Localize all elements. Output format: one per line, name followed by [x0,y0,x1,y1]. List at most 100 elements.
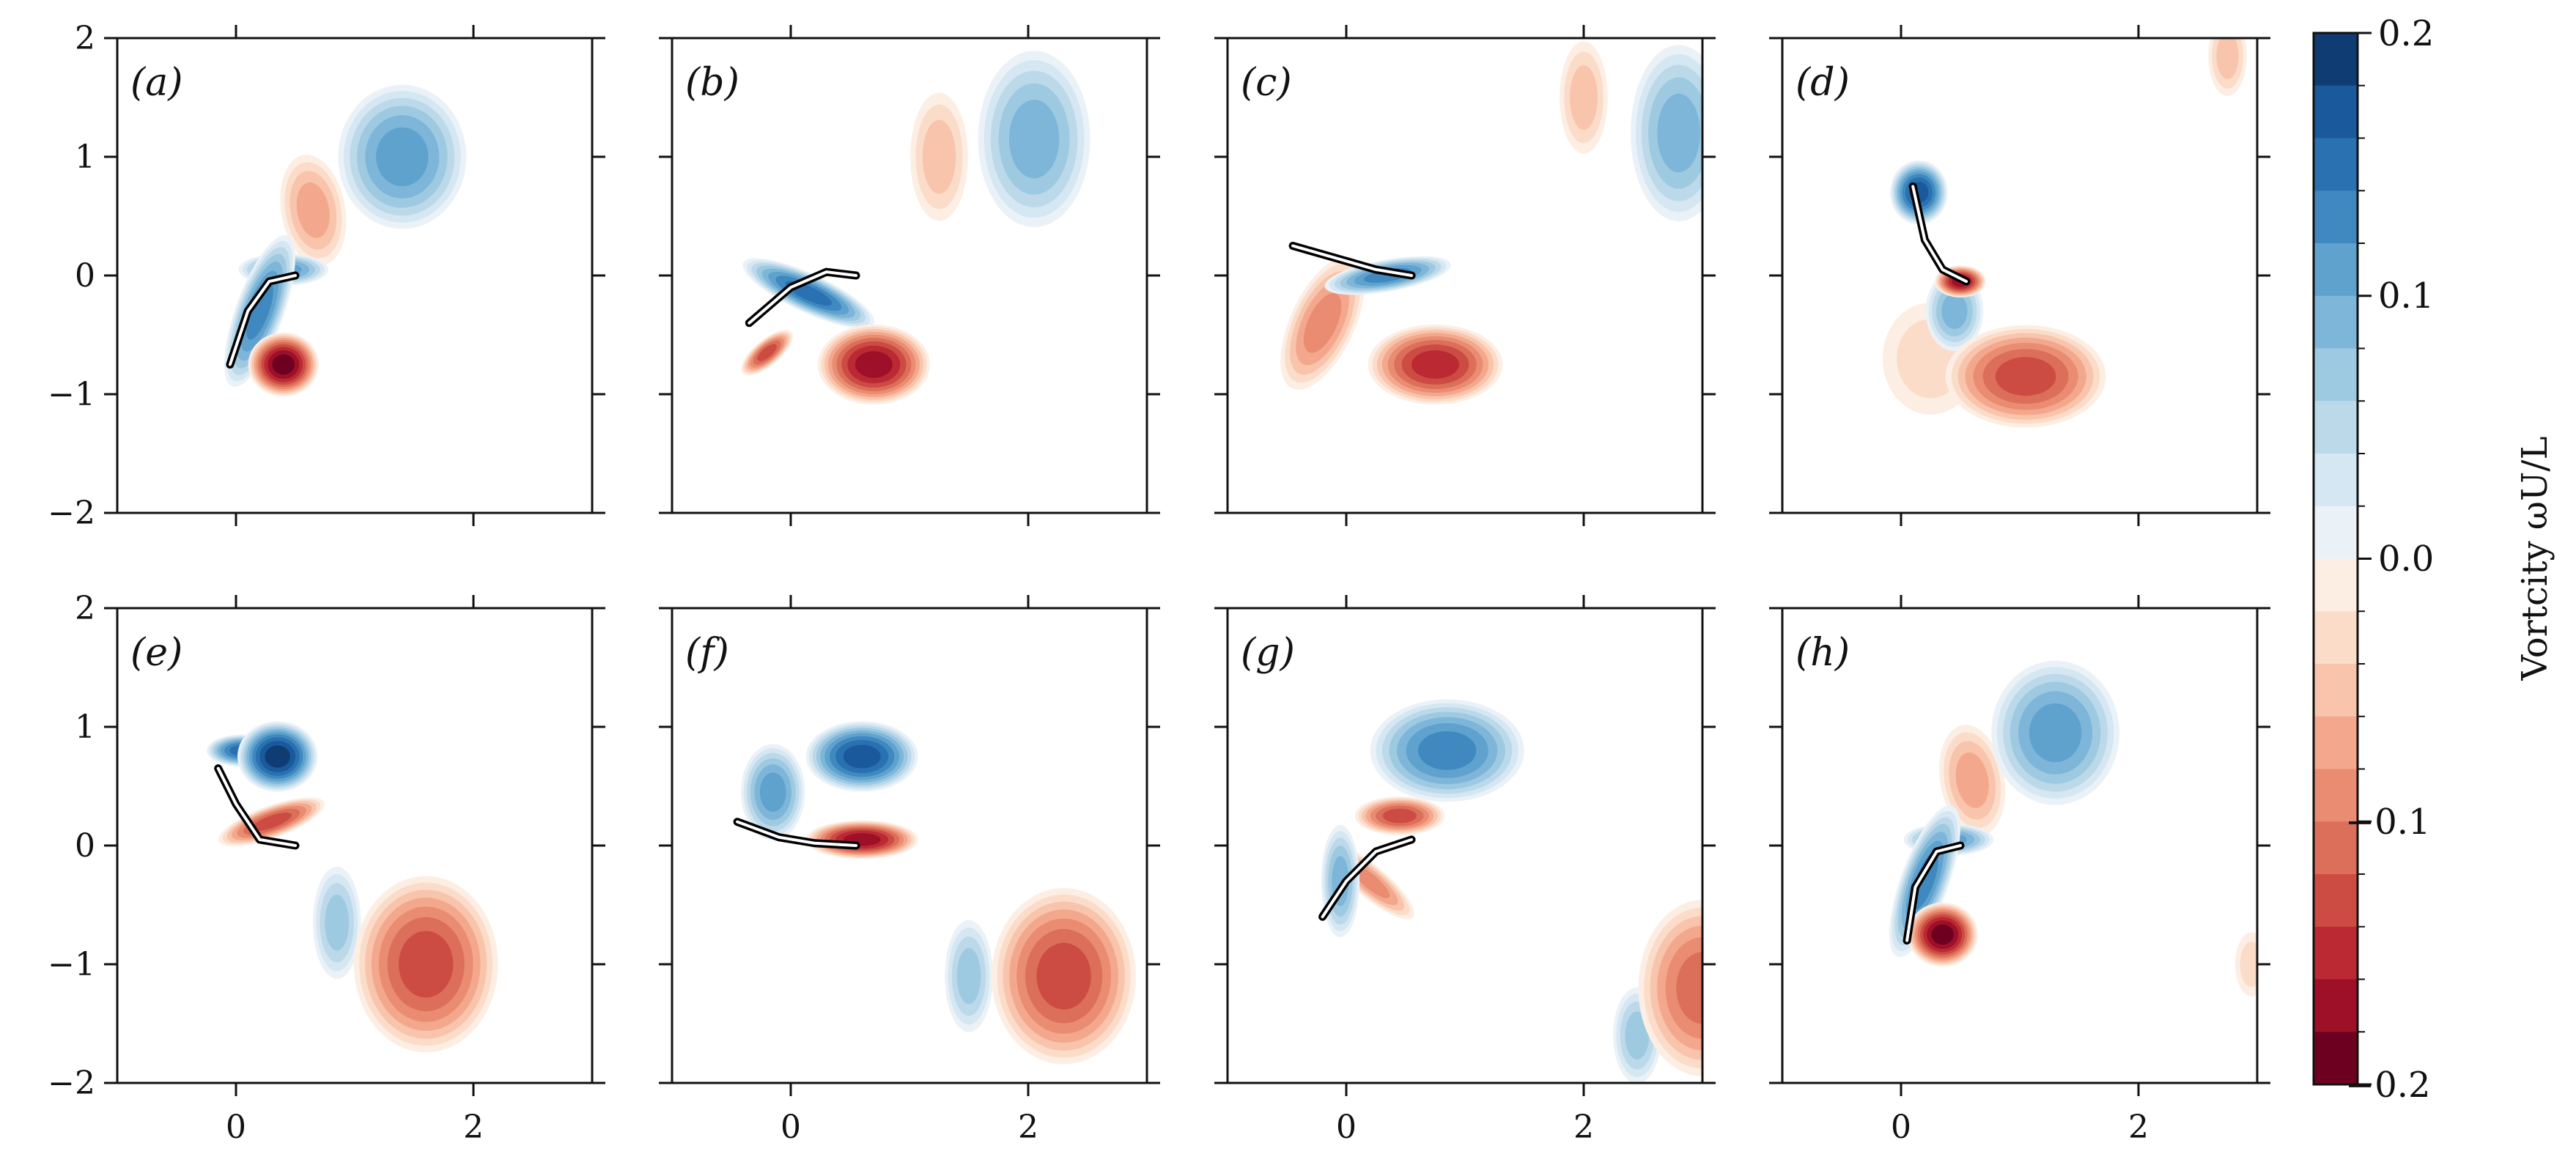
vortex-negative [2208,38,2247,96]
colorbar-band [2314,1032,2358,1085]
vortex-negative [218,797,325,846]
contour-band [2240,942,2257,987]
contour-band [1036,942,1091,1010]
panel-f: 0 2 (f) [659,595,1160,1146]
cb-tick-label-3: −0.1 [2345,802,2431,843]
contour-band [296,182,330,238]
vortex-positive [1631,45,1702,221]
panel-label: (g) [1241,631,1295,675]
vortex-positive [1370,699,1524,802]
y-tick-label: −1 [48,376,95,413]
colorbar-band [2314,401,2358,454]
contour-band [757,344,777,362]
panel-c: (c) [1214,25,1716,526]
y-tick-label: 0 [75,257,95,295]
panels-group: 2 1 0 −1 −2 (a) (b) (c) (d) 2 1 0 −1 −2 0 2 (e) 0 2 (f) 0 2 (g… [48,20,2270,1146]
contour-band [1955,752,1989,808]
contour-band [1382,808,1417,824]
y-tick-label: −1 [48,946,95,983]
vortex-negative [817,324,930,405]
x-tick-label: 2 [463,1109,484,1146]
panel-background [1228,38,1702,513]
colorbar-band [2314,454,2358,507]
colorbar-label: Vortcity ωU/L [2514,437,2555,681]
vorticity-field [1889,660,2257,996]
contour-band [1995,357,2056,396]
panel-d: (d) [1769,25,2270,526]
vortex-negative [353,876,498,1053]
y-tick-label: 0 [75,827,95,865]
contour-band [246,282,273,340]
panel-h: 0 2 (h) [1769,595,2270,1146]
contour-band [843,744,881,769]
contour-band [2029,703,2082,763]
plate-core [228,274,297,366]
vortex-positive [1889,160,1948,225]
colorbar-bands [2314,33,2358,1085]
contour-band [759,772,786,812]
y-tick-label: 1 [75,709,95,746]
contour-band [251,813,292,832]
colorbar: 0.2 0.1 0.0 −0.1 −0.2 Vortcity ωU/L [2312,13,2555,1106]
vortex-negative [992,887,1137,1065]
plate-core [736,820,858,847]
x-tick-label: 2 [1573,1109,1594,1146]
vortex-positive [237,721,318,792]
vortex-negative [248,332,319,397]
y-tick-label: 2 [75,20,95,57]
colorbar-band [2314,295,2358,349]
vortex-negative [1939,725,2006,836]
colorbar-band [2314,85,2358,138]
colorbar-band [2314,138,2358,191]
colorbar-band [2314,191,2358,244]
vorticity-field [224,84,467,397]
cb-tick-label-2: 0.0 [2378,539,2434,580]
cb-tick-label-1: 0.1 [2378,275,2434,317]
contour-band [1625,1011,1650,1060]
contour-band [922,119,956,194]
contour-band [1676,952,1702,1024]
plate-core [748,270,858,325]
vorticity-field [741,51,1090,405]
contour-band [1008,99,1060,179]
colorbar-band [2314,664,2358,717]
contour-band [1411,350,1459,379]
panel-g: 0 2 (g) [1214,595,1716,1146]
panel-label: (b) [685,61,739,105]
vortex-negative [1560,41,1608,154]
plate-core [1911,185,1968,284]
contour-band [1931,924,1954,945]
vortex-negative [280,155,347,266]
contour-band [2216,38,2239,79]
panel-label: (c) [1241,61,1292,105]
vortex-positive [740,744,805,840]
contour-band [1303,293,1342,353]
colorbar-band [2314,926,2358,980]
panel-background [1782,38,2257,513]
contour-band [399,931,454,998]
contour-band [272,354,295,375]
vorticity-field [206,721,498,1053]
cb-tick-label-4: −0.2 [2345,1065,2431,1106]
x-tick-label: 0 [1336,1109,1357,1146]
colorbar-band [2314,33,2358,86]
vortex-positive [1321,825,1360,938]
vortex-negative [741,330,793,376]
y-tick-label: 1 [75,138,95,176]
vortex-negative [1638,900,1702,1076]
vortex-positive [805,721,918,792]
colorbar-band [2314,558,2358,612]
plate-core [1905,844,1962,942]
panel-label: (a) [130,61,183,105]
vortex-positive [338,84,467,229]
y-tick-label: −2 [48,495,95,532]
x-tick-label: 0 [226,1109,246,1146]
colorbar-band [2314,821,2358,875]
colorbar-band [2314,716,2358,769]
contour-band [325,895,350,951]
colorbar-band [2314,874,2358,928]
vortex-positive [978,51,1090,227]
panel-e: 2 1 0 −1 −2 0 2 (e) [48,590,605,1146]
contour-band [1570,64,1598,130]
